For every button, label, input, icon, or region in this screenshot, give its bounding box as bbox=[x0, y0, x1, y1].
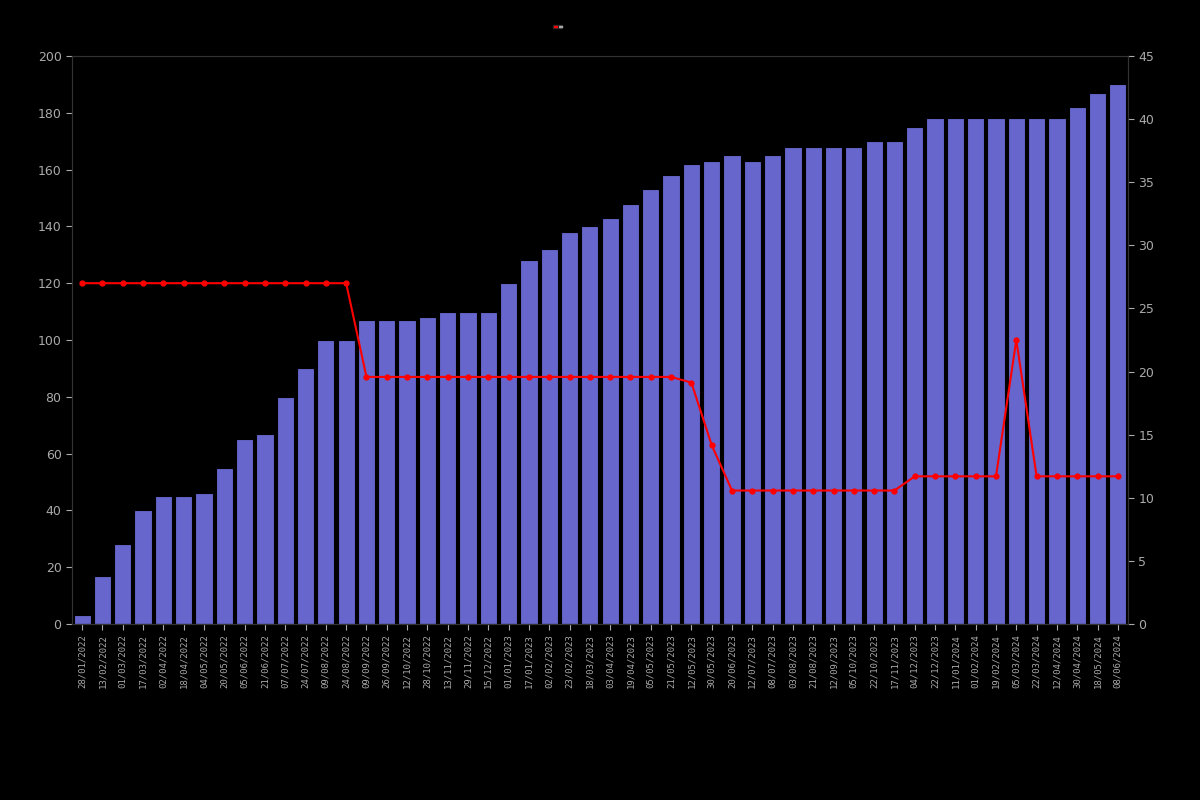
Bar bbox=[886, 141, 904, 624]
Bar bbox=[296, 368, 314, 624]
Bar bbox=[236, 439, 253, 624]
Bar bbox=[500, 283, 517, 624]
Bar bbox=[317, 340, 335, 624]
Bar bbox=[257, 434, 274, 624]
Bar bbox=[947, 118, 964, 624]
Bar bbox=[642, 190, 660, 624]
Bar bbox=[906, 127, 924, 624]
Bar bbox=[601, 218, 619, 624]
Bar bbox=[764, 155, 781, 624]
Bar bbox=[845, 147, 863, 624]
Bar bbox=[419, 318, 436, 624]
Bar bbox=[926, 118, 943, 624]
Bar bbox=[358, 320, 376, 624]
Bar bbox=[277, 397, 294, 624]
Bar bbox=[216, 468, 233, 624]
Bar bbox=[662, 175, 679, 624]
Bar bbox=[785, 147, 802, 624]
Bar bbox=[521, 261, 538, 624]
Bar bbox=[196, 494, 212, 624]
Bar bbox=[1049, 118, 1066, 624]
Bar bbox=[337, 340, 355, 624]
Bar bbox=[73, 615, 91, 624]
Bar bbox=[724, 155, 740, 624]
Bar bbox=[398, 320, 415, 624]
Bar bbox=[1088, 93, 1106, 624]
Bar bbox=[744, 161, 761, 624]
Bar bbox=[622, 204, 640, 624]
Bar bbox=[703, 161, 720, 624]
Bar bbox=[683, 164, 700, 624]
Bar bbox=[967, 118, 984, 624]
Bar bbox=[155, 496, 172, 624]
Bar bbox=[1069, 107, 1086, 624]
Bar bbox=[581, 226, 599, 624]
Bar bbox=[480, 312, 497, 624]
Bar bbox=[175, 496, 192, 624]
Bar bbox=[114, 545, 132, 624]
Bar bbox=[541, 249, 558, 624]
Bar bbox=[134, 510, 151, 624]
Bar bbox=[460, 312, 476, 624]
Bar bbox=[378, 320, 396, 624]
Bar bbox=[805, 147, 822, 624]
Legend: , : , bbox=[553, 26, 562, 28]
Bar bbox=[439, 312, 456, 624]
Bar bbox=[988, 118, 1004, 624]
Bar bbox=[1028, 118, 1045, 624]
Bar bbox=[560, 232, 578, 624]
Bar bbox=[824, 147, 842, 624]
Bar bbox=[865, 141, 883, 624]
Bar bbox=[94, 576, 112, 624]
Bar bbox=[1109, 84, 1127, 624]
Bar bbox=[1008, 118, 1025, 624]
